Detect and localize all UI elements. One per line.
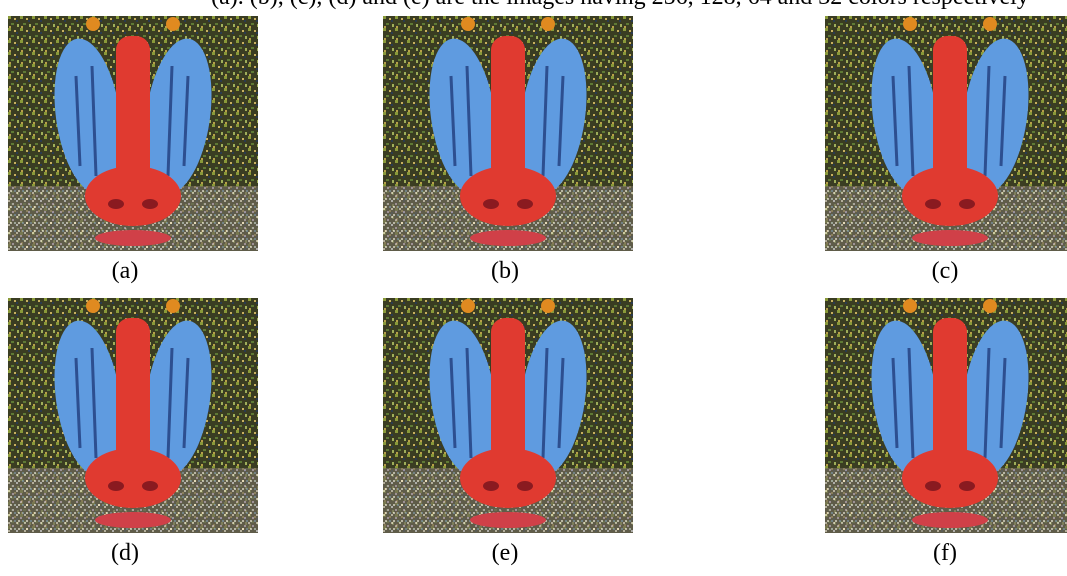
panel-label: (c) xyxy=(932,258,959,284)
page: (a). (b), (c), (d) and (e) are the image… xyxy=(0,0,1067,576)
image xyxy=(383,16,633,251)
image xyxy=(825,16,1067,251)
panel-label: (f) xyxy=(933,540,957,566)
image xyxy=(8,16,258,251)
image xyxy=(383,298,633,533)
caption: (a). (b), (c), (d) and (e) are the image… xyxy=(211,0,1029,10)
panel-label: (a) xyxy=(112,258,139,284)
panel-label: (e) xyxy=(492,540,519,566)
panel-label: (b) xyxy=(491,258,519,284)
image xyxy=(825,298,1067,533)
image xyxy=(8,298,258,533)
figure: (a). (b), (c), (d) and (e) are the image… xyxy=(0,0,1067,576)
panel-label: (d) xyxy=(111,540,139,566)
